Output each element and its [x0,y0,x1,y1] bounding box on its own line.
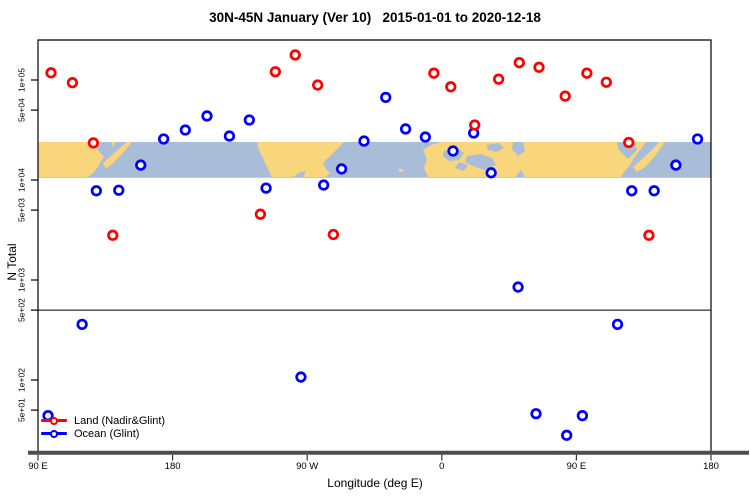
x-tick-label: 0 [439,461,444,472]
data-point-ocean [243,114,255,126]
y-tick-label: 1e+03 [17,268,27,292]
data-point-land [559,90,571,102]
data-point-ocean [335,163,348,175]
data-point-land [87,137,99,149]
data-point-land [45,67,57,79]
legend-land-circle-icon [50,416,58,425]
x-tick-label: 90 E [567,461,587,472]
data-point-ocean [76,318,88,331]
data-point-ocean [512,281,524,293]
x-tick-label: 90 E [28,461,48,472]
data-point-land [533,61,545,73]
data-point-ocean [485,167,497,179]
legend-entry-ocean: Ocean (Glint) [41,427,165,440]
map-band-land [423,142,646,177]
data-point-land [107,229,119,241]
map-band-land [257,142,344,177]
data-point-land [623,136,635,149]
data-point-land [469,119,481,131]
legend-entry-land: Land (Nadir&Glint) [41,414,165,427]
x-tick-label: 180 [703,461,719,472]
y-tick-label: 1e+04 [17,168,27,192]
data-point-ocean [260,182,272,194]
data-point-land [66,77,79,89]
data-point-ocean [90,185,102,197]
legend-ocean-circle-icon [50,429,58,438]
data-point-ocean [670,159,682,171]
y-tick-label: 5e+01 [17,398,27,422]
legend-land-line [41,416,67,425]
map-band-land [399,169,403,172]
map-band-land [633,142,665,172]
data-point-ocean [113,184,125,196]
data-point-ocean [358,135,370,147]
legend: Land (Nadir&Glint) Ocean (Glint) [41,414,165,440]
data-point-ocean [530,408,542,420]
data-point-land [600,76,612,88]
map-band-sea [96,142,113,158]
map-band-land [103,142,132,169]
data-point-ocean [419,131,431,143]
data-point-ocean [179,124,191,136]
data-point-land [289,49,301,61]
map-band-sea [486,143,504,152]
map-band-sea [465,154,496,170]
map-band-sea [455,162,468,171]
data-point-ocean [380,91,392,104]
map-band-sea [512,142,525,156]
data-point-land [269,66,281,78]
legend-ocean-label: Ocean (Glint) [74,427,140,440]
data-point-land [492,73,505,85]
x-axis-label: Longitude (deg E) [327,476,423,490]
data-point-ocean [157,133,170,145]
y-tick-label: 5e+04 [17,98,27,122]
data-point-land [428,67,440,79]
data-point-ocean [399,123,412,135]
x-tick-label: 90 W [296,461,318,472]
map-band-land [38,142,116,177]
data-point-ocean [201,110,213,122]
data-point-land [513,57,525,69]
data-point-ocean [447,145,459,157]
y-tick-label: 5e+02 [17,298,27,322]
data-point-land [581,67,593,79]
chart-title: 30N-45N January (Ver 10) 2015-01-01 to 2… [209,10,541,25]
data-point-ocean [318,179,330,191]
data-point-ocean [611,318,624,331]
y-tick-label: 1e+05 [17,68,27,92]
legend-ocean-line [41,429,67,438]
y-axis-label: N Total [5,243,19,281]
data-point-land [445,81,457,93]
data-point-land [327,228,340,241]
data-point-land [254,208,267,220]
y-tick-label: 5e+03 [17,198,27,222]
legend-land-label: Land (Nadir&Glint) [74,414,166,427]
data-point-ocean [295,371,307,383]
x-tick-label: 180 [165,461,181,472]
data-point-ocean [561,429,573,441]
data-point-ocean [576,410,589,422]
data-point-land [643,229,655,241]
data-point-land [312,79,324,91]
plot-frame [37,39,712,452]
map-band [38,141,711,178]
data-point-ocean [223,130,236,142]
data-point-ocean [626,185,638,197]
data-point-ocean [135,159,147,171]
data-point-ocean [691,133,704,145]
data-point-ocean [648,185,660,197]
y-tick-label: 1e+02 [17,368,27,392]
